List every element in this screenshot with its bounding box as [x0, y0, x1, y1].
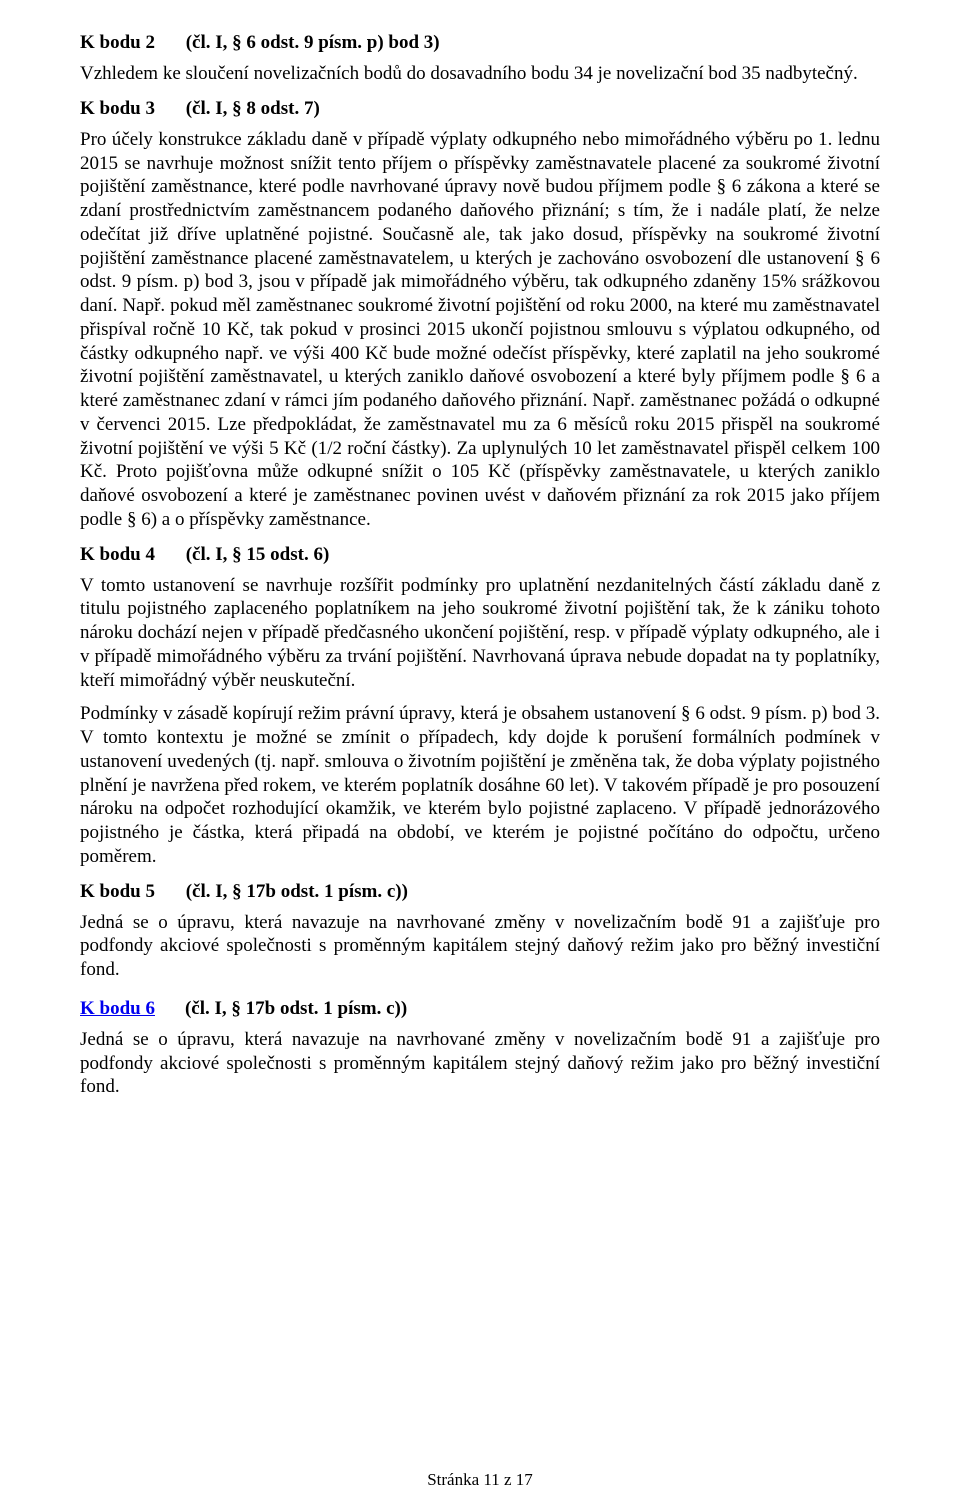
heading-ref: (čl. I, § 17b odst. 1 písm. c)): [186, 881, 408, 903]
heading-label: K bodu 5: [80, 881, 155, 903]
paragraph: Vzhledem ke sloučení novelizačních bodů …: [80, 62, 880, 86]
paragraph: Jedná se o úpravu, která navazuje na nav…: [80, 1028, 880, 1099]
heading-k-bodu-5: K bodu 5 (čl. I, § 17b odst. 1 písm. c)): [80, 881, 880, 903]
paragraph: V tomto ustanovení se navrhuje rozšířit …: [80, 574, 880, 693]
heading-k-bodu-6: K bodu 6 (čl. I, § 17b odst. 1 písm. c)): [80, 998, 880, 1020]
heading-ref: (čl. I, § 15 odst. 6): [186, 544, 330, 566]
page-footer: Stránka 11 z 17: [0, 1470, 960, 1490]
heading-label: K bodu 4: [80, 544, 155, 566]
heading-k-bodu-4: K bodu 4 (čl. I, § 15 odst. 6): [80, 544, 880, 566]
heading-label: K bodu 2: [80, 32, 155, 54]
heading-k-bodu-3: K bodu 3 (čl. I, § 8 odst. 7): [80, 98, 880, 120]
paragraph: Pro účely konstrukce základu daně v příp…: [80, 128, 880, 532]
paragraph: Podmínky v zásadě kopírují režim právní …: [80, 702, 880, 868]
heading-label: K bodu 3: [80, 98, 155, 120]
paragraph: Jedná se o úpravu, která navazuje na nav…: [80, 911, 880, 982]
heading-k-bodu-2: K bodu 2 (čl. I, § 6 odst. 9 písm. p) bo…: [80, 32, 880, 54]
heading-ref: (čl. I, § 17b odst. 1 písm. c)): [185, 998, 407, 1019]
heading-ref: (čl. I, § 6 odst. 9 písm. p) bod 3): [186, 32, 440, 54]
heading-ref: (čl. I, § 8 odst. 7): [186, 98, 320, 120]
heading-label-link[interactable]: K bodu 6: [80, 998, 155, 1019]
document-page: K bodu 2 (čl. I, § 6 odst. 9 písm. p) bo…: [0, 0, 960, 1508]
